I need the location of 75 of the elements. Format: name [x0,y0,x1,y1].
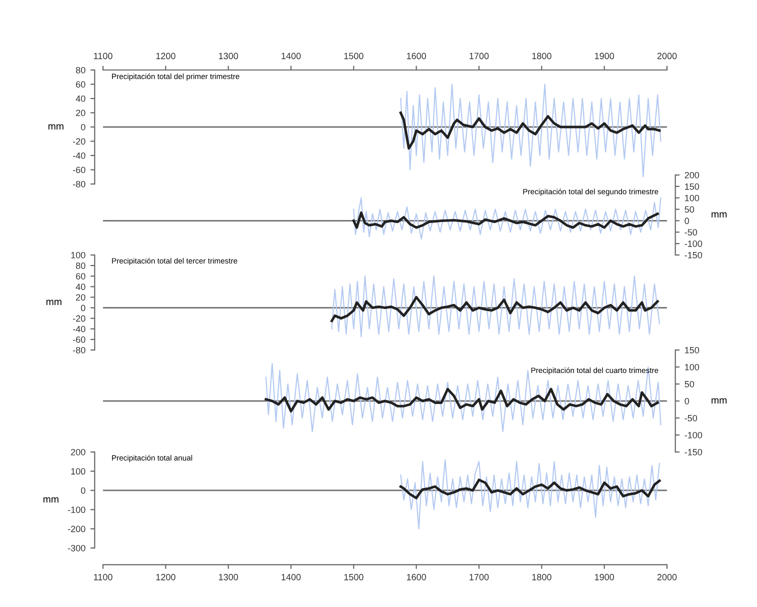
line-series [264,388,659,412]
y-tick-label: 20 [76,294,86,301]
x-tick-label: 1900 [594,574,614,580]
y-tick-label: 40 [76,95,86,102]
y-tick-label: 0 [80,124,86,130]
y2-tick-label: 50 [684,206,694,213]
y-tick-label: -80 [72,346,86,354]
y-tick-label: -300 [68,544,86,552]
y2-tick-label: -100 [684,240,702,247]
y2-tick-label: -150 [684,252,702,258]
y-tick-label: 80 [76,262,86,269]
y-tick-label: 60 [76,81,86,88]
x-tick-label: 1500 [344,52,364,60]
x-tick-label: 1700 [470,574,489,580]
x-tick-label: 1100 [94,52,112,60]
y2-tick-label: 0 [684,218,690,224]
x-tick-label: 1200 [156,574,176,580]
x-tick-label: 1600 [406,574,426,580]
x-tick-label: 1400 [282,52,301,60]
y2-tick-label: 0 [684,398,690,404]
y-tick-label: 80 [76,66,86,74]
x-tick-label: 1500 [344,574,364,580]
y-tick-label: 100 [71,252,86,258]
x-tick-label: 1100 [94,574,112,580]
y2-tick-label: -50 [684,414,698,422]
y2-tick-label: -100 [684,432,702,438]
y-tick-label: 0 [80,487,86,494]
y2-axis-title: mm [712,398,727,404]
x-tick-label: 1200 [156,52,176,60]
line-series [400,459,660,530]
x-tick-label: 1700 [470,52,489,60]
y2-tick-label: 100 [685,194,700,202]
y-axis-title: mm [43,497,58,503]
y-axis-title: mm [46,300,62,306]
y2-tick-label: 200 [684,172,700,178]
x-tick-label: 1600 [406,52,426,60]
x-tick-label: 2000 [657,52,677,60]
line-series [399,112,661,150]
y-tick-label: -60 [72,166,86,174]
y-tick-label: 200 [71,448,86,456]
y-tick-label: -40 [72,326,86,332]
line-series [352,211,659,229]
y-axis-title: mm [48,124,64,130]
y-tick-label: -100 [68,506,86,513]
y2-axis-title: mm [712,212,727,218]
x-tick-label: 1800 [532,52,552,60]
line-series [331,276,660,338]
y-tick-label: -40 [72,152,86,159]
y2-tick-label: -50 [684,229,698,236]
y-tick-label: 0 [80,304,86,312]
x-tick-label: 2000 [657,574,677,580]
y2-tick-label: 150 [685,346,700,354]
y2-tick-label: 100 [685,364,700,370]
x-tick-label: 1300 [218,52,238,60]
y-tick-label: 60 [76,273,86,280]
x-tick-label: 1300 [218,574,238,580]
y-tick-label: -80 [72,180,86,188]
y-tick-label: 40 [76,284,86,290]
x-tick-label: 1400 [282,574,301,580]
line-series [353,197,662,240]
y2-tick-label: 50 [684,380,694,388]
line-series [399,478,661,500]
y-tick-label: -20 [72,138,86,145]
line-series [400,84,662,178]
y-tick-label: -200 [68,526,86,532]
x-tick-label: 1800 [532,574,552,580]
y-tick-label: -60 [72,336,86,343]
y-tick-label: -20 [72,315,86,322]
y-tick-label: 20 [76,110,86,116]
y2-tick-label: 150 [685,183,700,190]
x-tick-label: 1900 [594,52,614,60]
line-series [265,363,662,432]
line-series [330,296,659,322]
y2-tick-label: -150 [684,448,702,456]
y-tick-label: 100 [71,468,86,475]
